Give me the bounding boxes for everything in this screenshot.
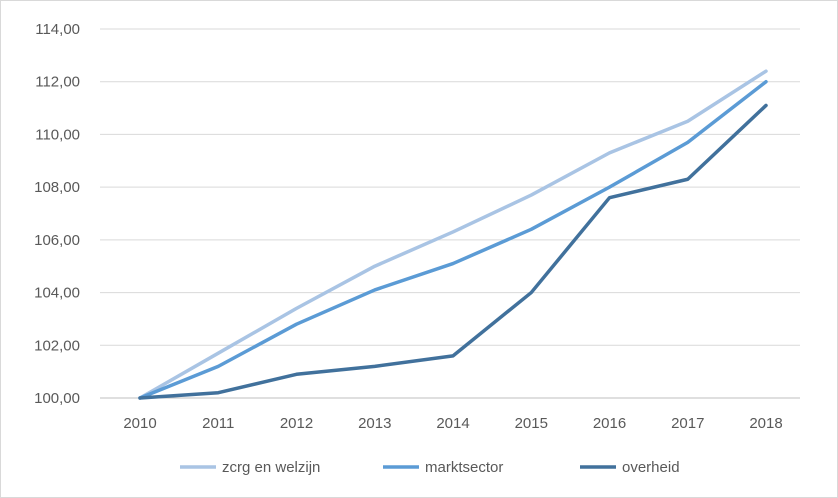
gridlines [100,28,800,399]
legend-label: overheid [622,459,680,476]
y-tick-label: 110,00 [35,126,80,143]
x-tick-label: 2015 [515,415,548,432]
y-axis: 100,00 102,00 104,00 106,00 108,00 110,00 112,… [34,21,80,407]
series-line-2 [138,79,768,400]
series-line-1 [138,69,768,400]
x-tick-label: 2013 [358,415,391,432]
x-tick-label: 2010 [123,415,156,432]
x-tick-label: 2016 [593,415,626,432]
y-tick-label: 108,00 [34,179,80,196]
series-lines [138,69,768,400]
y-tick-label: 102,00 [34,337,80,354]
x-tick-label: 2018 [749,415,782,432]
x-tick-label: 2014 [436,415,469,432]
y-tick-label: 112,00 [35,74,80,91]
x-tick-label: 2011 [202,415,234,432]
series-line-3 [138,103,768,400]
legend: zcrg en welzijn marktsector overheid [180,459,680,476]
y-tick-label: 100,00 [34,390,80,407]
x-tick-label: 2017 [671,415,704,432]
y-tick-label: 106,00 [34,232,80,249]
y-tick-label: 104,00 [34,285,80,302]
legend-label: zcrg en welzijn [222,459,320,476]
x-axis: 2010 2011 2012 2013 2014 2015 2016 2017 2018 [123,415,782,432]
y-tick-label: 114,00 [35,21,80,38]
x-tick-label: 2012 [280,415,313,432]
legend-label: marktsector [425,459,503,476]
